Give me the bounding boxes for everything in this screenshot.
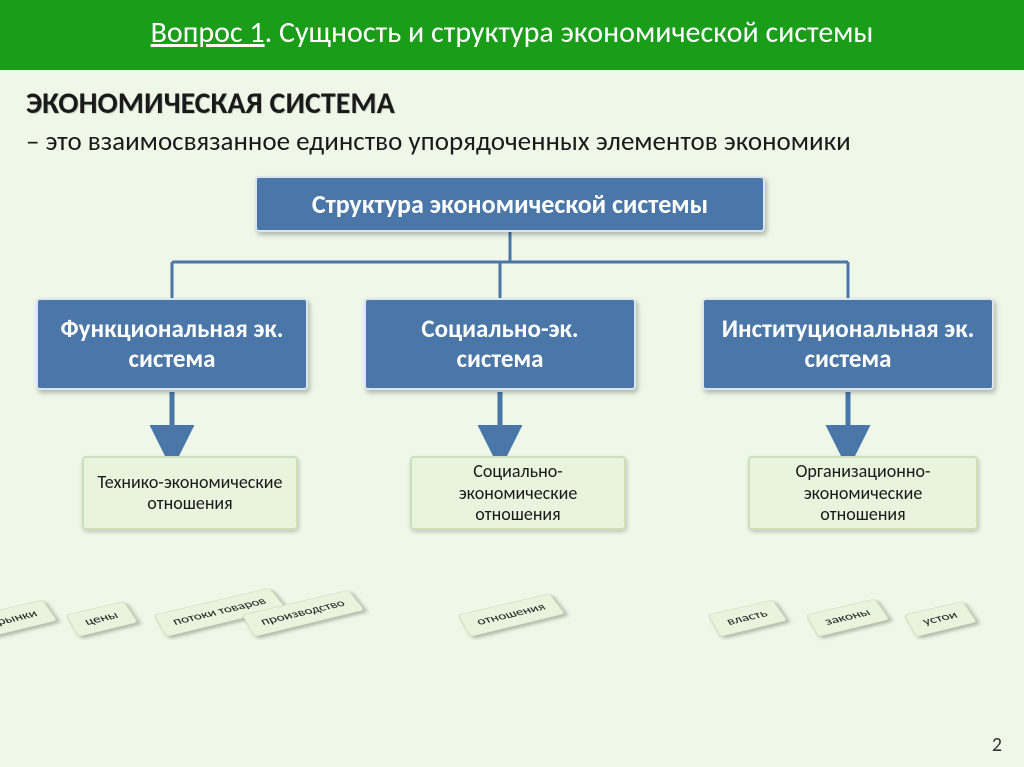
root-label: Структура экономической системы: [312, 189, 708, 220]
slide-header: Вопрос 1. Сущность и структура экономиче…: [0, 0, 1024, 70]
persp-tile: власть: [708, 600, 787, 637]
slide-title: Сущность и структура экономической систе…: [279, 14, 873, 51]
question-label: Вопрос 1: [151, 14, 265, 51]
definition-term: ЭКОНОМИЧЕСКАЯ СИСТЕМА: [26, 84, 998, 125]
persp-tile: рынки: [0, 600, 57, 637]
persp-tile: устои: [904, 601, 977, 637]
level3-node: Технико-экономические отношения: [82, 456, 298, 530]
level2-node: Институциональная эк. система: [702, 298, 994, 390]
level2-node: Социально-эк. система: [364, 298, 636, 390]
definition-text: – это взаимосвязанное единство упорядоче…: [26, 124, 998, 160]
level2-node: Функциональная эк. система: [36, 298, 308, 390]
level3-node: Организационно-экономические отношения: [748, 456, 978, 530]
root-node: Структура экономической системы: [255, 176, 765, 232]
diagram-area: Структура экономической системы Функцион…: [0, 170, 1024, 690]
persp-tile: законы: [806, 599, 890, 638]
persp-tile: отношения: [458, 594, 565, 638]
persp-tile: цены: [66, 602, 138, 638]
level3-node: Социально-экономические отношения: [410, 456, 626, 530]
page-number: 2: [992, 733, 1002, 757]
definition-block: ЭКОНОМИЧЕСКАЯ СИСТЕМА – это взаимосвязан…: [0, 70, 1024, 171]
